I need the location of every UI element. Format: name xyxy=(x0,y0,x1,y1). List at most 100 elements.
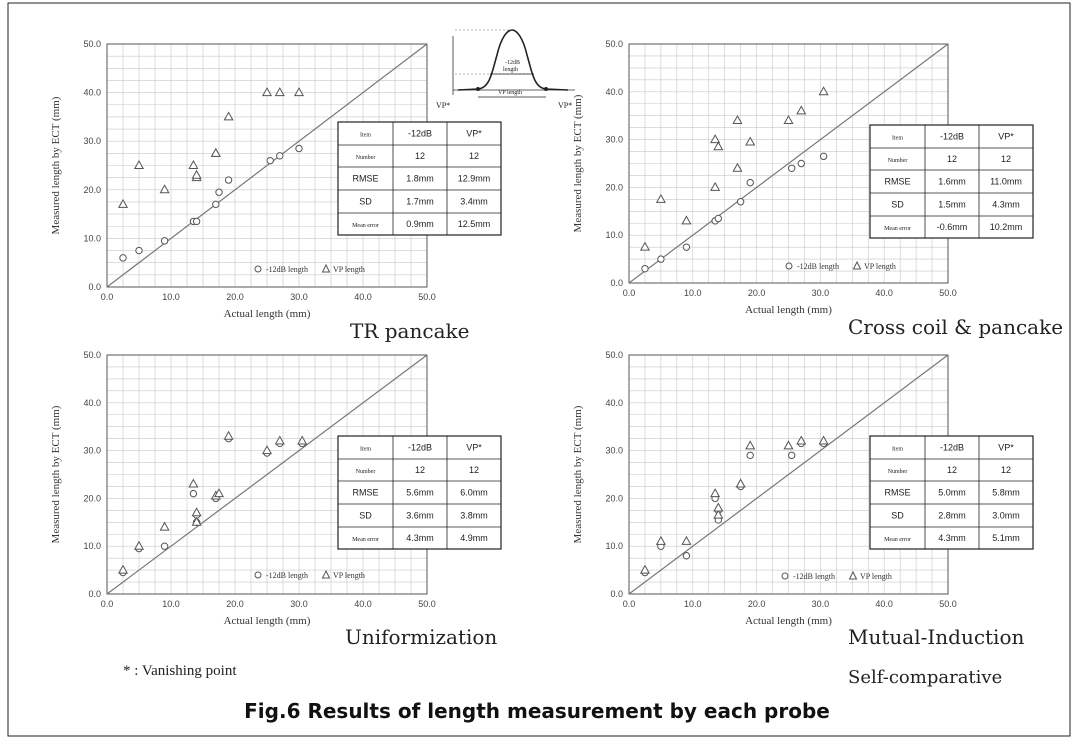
inset-vp-right-label: VP* xyxy=(558,101,572,110)
data-point-triangle xyxy=(210,147,221,157)
data-point-triangle xyxy=(297,435,308,445)
stats-table-cell: 1.7mm xyxy=(406,197,434,207)
stats-table-cell: RMSE xyxy=(884,177,910,187)
data-point-circle xyxy=(746,178,754,187)
stats-table-header: Item xyxy=(892,447,903,453)
reference-diagonal xyxy=(106,354,428,595)
data-point-triangle xyxy=(261,445,273,455)
data-point-triangle xyxy=(191,507,202,517)
stats-table-cell: Mean error xyxy=(884,226,911,232)
inset-vp-left-label: VP* xyxy=(436,101,450,110)
data-point-triangle xyxy=(188,478,199,488)
x-tick-label: 20.0 xyxy=(748,599,766,609)
reference-diagonal xyxy=(628,354,949,595)
data-point-circle xyxy=(266,156,274,165)
stats-table-cell: 0.9mm xyxy=(406,219,434,229)
data-point-triangle xyxy=(732,162,743,172)
stats-table-cell: Number xyxy=(356,155,376,161)
stats-table-header: VP* xyxy=(998,443,1014,453)
y-tick-label: 30.0 xyxy=(605,135,623,145)
y-tick-label: 20.0 xyxy=(605,493,623,503)
y-tick-label: 20.0 xyxy=(83,185,101,195)
data-point-triangle xyxy=(191,169,202,179)
data-point-circle xyxy=(295,144,303,153)
data-point-triangle xyxy=(710,488,721,498)
panel-label-uniformization: Uniformization xyxy=(345,625,497,649)
chart-panel-3: 0.0 10.0 20.0 30.0 40.0 50.0 0.0 10.0 20.0 30.0 40… xyxy=(572,350,1034,627)
stats-table-cell: 12 xyxy=(469,465,479,475)
stats-table-cell: 5.1mm xyxy=(992,533,1020,543)
x-axis-label: Actual length (mm) xyxy=(745,304,832,316)
data-point-circle xyxy=(135,246,143,255)
y-tick-label: 10.0 xyxy=(83,233,101,243)
data-point-circle xyxy=(787,451,796,460)
stats-table-cell: 5.6mm xyxy=(406,488,434,498)
stats-table-cell: RMSE xyxy=(352,488,378,498)
panel-label-cross-coil: Cross coil & pancake xyxy=(848,315,1063,339)
legend-label-vp: VP length xyxy=(333,265,365,274)
x-tick-label: 20.0 xyxy=(748,288,766,298)
data-point-triangle xyxy=(639,564,651,574)
y-tick-label: 0.0 xyxy=(610,589,623,599)
x-axis-label: Actual length (mm) xyxy=(224,615,311,627)
stats-table-cell: 12.5mm xyxy=(458,219,491,229)
x-tick-label: 50.0 xyxy=(418,292,436,302)
x-tick-label: 30.0 xyxy=(290,292,308,302)
data-point-circle xyxy=(736,198,745,206)
data-point-circle xyxy=(797,159,805,168)
inset-vp-left-dot xyxy=(476,87,480,91)
legend-triangle-marker xyxy=(852,260,862,270)
data-point-triangle xyxy=(796,105,807,115)
x-axis-label: Actual length (mm) xyxy=(745,615,832,627)
data-point-triangle xyxy=(783,440,794,450)
chart-panel-0: 0.0 10.0 20.0 30.0 40.0 50.0 0.0 10.0 20.0 30.0 40… xyxy=(50,39,502,320)
stats-table-cell: 1.5mm xyxy=(938,200,966,210)
data-point-triangle xyxy=(274,435,285,445)
y-tick-label: 0.0 xyxy=(88,282,101,292)
stats-table-cell: Number xyxy=(356,469,376,475)
stats-table-cell: 3.6mm xyxy=(406,511,434,521)
stats-table-cell: Mean error xyxy=(352,223,379,229)
data-point-triangle xyxy=(117,198,129,208)
data-point-triangle xyxy=(783,114,794,124)
y-axis-label: Measured length by ECT (mm) xyxy=(572,94,584,232)
stats-table-cell: 12 xyxy=(947,154,957,164)
stats-table: Item -12dB VP* Number 12 12 RMSE 5.0mm 5.8mm SD 2.… xyxy=(869,435,1034,550)
legend-triangle-marker xyxy=(321,569,331,579)
stats-table-cell: 12 xyxy=(415,465,425,475)
stats-table-cell: 4.9mm xyxy=(460,533,488,543)
legend-label-vp: VP length xyxy=(864,262,896,271)
stats-table-cell: 3.0mm xyxy=(992,511,1020,521)
stats-table-header: VP* xyxy=(466,443,482,453)
data-point-circle xyxy=(746,451,754,460)
stats-table-frame xyxy=(337,435,502,550)
stats-table-cell: 10.2mm xyxy=(990,222,1023,232)
legend-circle-marker xyxy=(785,262,793,270)
stats-table-header: -12dB xyxy=(408,129,432,139)
y-tick-label: 30.0 xyxy=(605,446,623,456)
data-point-circle xyxy=(819,152,828,161)
data-point-circle xyxy=(682,552,691,560)
stats-table-header: Item xyxy=(892,136,903,142)
legend-label-12db: -12dB length xyxy=(266,265,308,274)
x-tick-label: 0.0 xyxy=(623,599,636,609)
y-axis-label: Measured length by ECT (mm) xyxy=(50,405,62,543)
stats-table-cell: Number xyxy=(888,158,908,164)
y-axis-label: Measured length by ECT (mm) xyxy=(572,405,584,543)
data-point-circle xyxy=(224,176,233,184)
y-tick-label: 50.0 xyxy=(83,39,101,49)
inset-bottom-label: VP length xyxy=(498,90,522,96)
data-point-circle xyxy=(714,214,723,223)
stats-table-cell: RMSE xyxy=(352,174,378,184)
stats-table: Item -12dB VP* Number 12 12 RMSE 1.8mm 12.9mm SD 1… xyxy=(337,121,502,236)
data-point-triangle xyxy=(818,435,829,445)
panel-label-mutual-induction: Mutual-Induction xyxy=(848,625,1024,649)
x-axis-label: Actual length (mm) xyxy=(224,308,311,320)
stats-table-frame xyxy=(337,121,502,236)
stats-table-header: Item xyxy=(360,133,371,139)
stats-table-cell: 6.0mm xyxy=(460,488,488,498)
inset-center-label-2: length xyxy=(503,67,518,73)
data-point-triangle xyxy=(681,535,692,545)
stats-table-header: -12dB xyxy=(940,132,964,142)
